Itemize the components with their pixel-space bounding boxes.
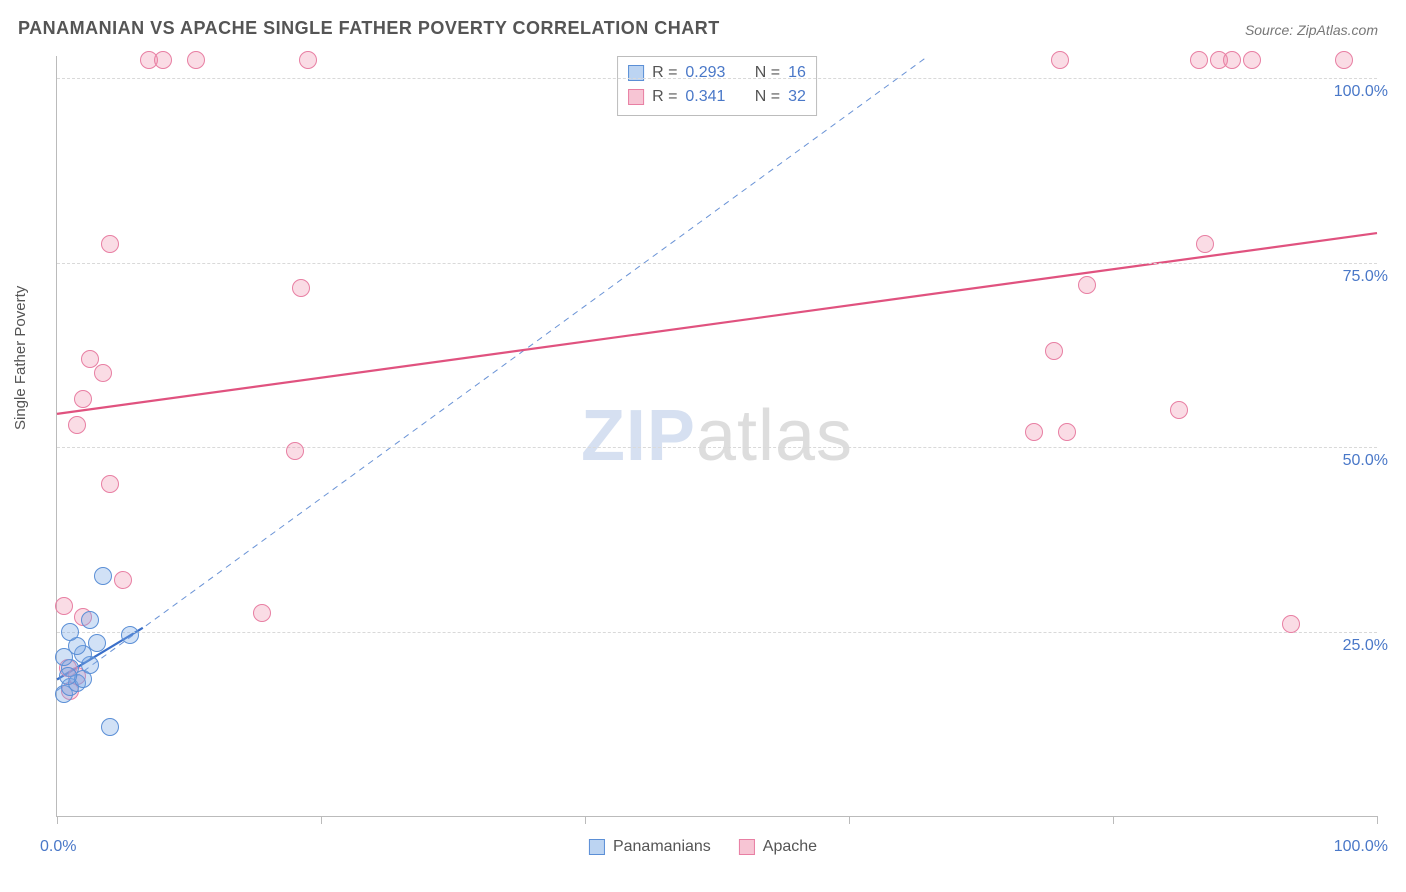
stat-key-r: R = bbox=[652, 85, 677, 109]
data-point bbox=[1078, 276, 1096, 294]
data-point bbox=[1025, 423, 1043, 441]
x-tick bbox=[1113, 816, 1114, 824]
x-tick-label: 100.0% bbox=[1334, 838, 1388, 856]
data-point bbox=[68, 416, 86, 434]
legend-label: Apache bbox=[763, 838, 817, 856]
stats-row: R = 0.341 N = 32 bbox=[628, 85, 806, 109]
legend-item: Apache bbox=[739, 838, 817, 856]
x-tick bbox=[849, 816, 850, 824]
data-point bbox=[74, 390, 92, 408]
y-tick-label: 50.0% bbox=[1343, 452, 1388, 470]
x-tick bbox=[57, 816, 58, 824]
data-point bbox=[292, 279, 310, 297]
gridline bbox=[57, 78, 1377, 79]
gridline bbox=[57, 447, 1377, 448]
legend-item: Panamanians bbox=[589, 838, 711, 856]
data-point bbox=[1190, 51, 1208, 69]
data-point bbox=[81, 611, 99, 629]
data-point bbox=[187, 51, 205, 69]
stat-val-r: 0.293 bbox=[685, 61, 725, 85]
data-point bbox=[114, 571, 132, 589]
data-point bbox=[101, 475, 119, 493]
stat-key-n: N = bbox=[755, 61, 780, 85]
source-attribution: Source: ZipAtlas.com bbox=[1245, 22, 1378, 38]
data-point bbox=[1051, 51, 1069, 69]
data-point bbox=[1196, 235, 1214, 253]
legend-swatch bbox=[739, 839, 755, 855]
data-point bbox=[1058, 423, 1076, 441]
data-point bbox=[154, 51, 172, 69]
data-point bbox=[88, 634, 106, 652]
data-point bbox=[121, 626, 139, 644]
trend-lines-overlay bbox=[57, 56, 1377, 816]
y-tick-label: 75.0% bbox=[1343, 268, 1388, 286]
stats-box: R = 0.293 N = 16R = 0.341 N = 32 bbox=[617, 56, 817, 116]
legend-swatch bbox=[628, 89, 644, 105]
data-point bbox=[253, 604, 271, 622]
plot-area: ZIPatlas R = 0.293 N = 16R = 0.341 N = 3… bbox=[56, 56, 1377, 817]
data-point bbox=[1282, 615, 1300, 633]
chart-container: PANAMANIAN VS APACHE SINGLE FATHER POVER… bbox=[0, 0, 1406, 892]
legend-label: Panamanians bbox=[613, 838, 711, 856]
stat-val-n: 32 bbox=[788, 85, 806, 109]
data-point bbox=[1243, 51, 1261, 69]
bottom-legend: Panamanians Apache bbox=[589, 838, 817, 856]
gridline bbox=[57, 632, 1377, 633]
data-point bbox=[101, 235, 119, 253]
data-point bbox=[1170, 401, 1188, 419]
data-point bbox=[299, 51, 317, 69]
stat-key-r: R = bbox=[652, 61, 677, 85]
y-tick-label: 25.0% bbox=[1343, 637, 1388, 655]
x-tick bbox=[1377, 816, 1378, 824]
x-tick-label: 0.0% bbox=[40, 838, 76, 856]
stat-val-r: 0.341 bbox=[685, 85, 725, 109]
data-point bbox=[1335, 51, 1353, 69]
data-point bbox=[1045, 342, 1063, 360]
x-tick bbox=[585, 816, 586, 824]
legend-swatch bbox=[589, 839, 605, 855]
gridline bbox=[57, 263, 1377, 264]
x-tick bbox=[321, 816, 322, 824]
data-point bbox=[94, 364, 112, 382]
stat-val-n: 16 bbox=[788, 61, 806, 85]
y-axis-label: Single Father Poverty bbox=[12, 286, 29, 430]
chart-title: PANAMANIAN VS APACHE SINGLE FATHER POVER… bbox=[18, 18, 720, 39]
data-point bbox=[1223, 51, 1241, 69]
y-tick-label: 100.0% bbox=[1334, 83, 1388, 101]
stat-key-n: N = bbox=[755, 85, 780, 109]
data-point bbox=[61, 623, 79, 641]
data-point bbox=[59, 667, 77, 685]
stats-row: R = 0.293 N = 16 bbox=[628, 61, 806, 85]
data-point bbox=[94, 567, 112, 585]
data-point bbox=[286, 442, 304, 460]
data-point bbox=[81, 350, 99, 368]
data-point bbox=[101, 718, 119, 736]
data-point bbox=[55, 597, 73, 615]
